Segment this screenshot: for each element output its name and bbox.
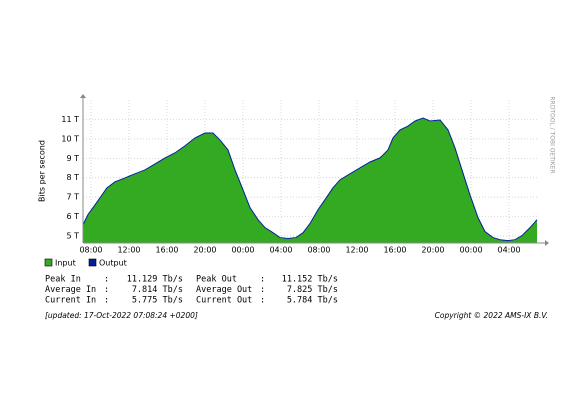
stat-sep: : [260,275,265,285]
stat-label: Peak In [45,275,81,285]
y-tick-label: 7 T [66,193,79,202]
x-tick-label: 16:00 [155,246,178,255]
stat-sep: : [260,296,265,306]
x-tick-label: 00:00 [231,246,254,255]
y-tick-label: 5 T [66,232,79,241]
x-tick-label: 08:00 [79,246,102,255]
stat-label: Current In [45,296,96,306]
stat-value: 11.129 Tb/s [127,275,183,285]
x-tick-label: 00:00 [459,246,482,255]
updated: [updated: 17-Oct-2022 07:08:24 +0200] [45,311,198,320]
side-note: RRDTOOL / TOBI OETIKER [549,96,556,173]
y-tick-label: 11 T [61,115,79,124]
stat-value: 11.152 Tb/s [282,275,338,285]
x-tick-label: 04:00 [269,246,292,255]
x-tick-label: 20:00 [193,246,216,255]
stat-value: 7.825 Tb/s [287,285,338,295]
stat-sep: : [104,285,109,295]
stat-label: Average In [45,285,96,295]
legend-label: Input [55,259,76,268]
stat-value: 5.784 Tb/s [287,296,338,306]
y-tick-label: 10 T [61,134,79,143]
x-tick-label: 04:00 [497,246,520,255]
x-tick-label: 16:00 [383,246,406,255]
x-arrow [545,240,549,246]
copyright: Copyright © 2022 AMS-IX B.V. [435,311,548,320]
output-line [82,117,538,242]
stat-sep: : [260,285,265,295]
x-tick-label: 08:00 [307,246,330,255]
stat-sep: : [104,275,109,285]
legend-swatch [88,258,97,267]
y-tick-label: 8 T [66,173,79,182]
legend-label: Output [99,259,127,268]
stat-value: 7.814 Tb/s [132,285,183,295]
stat-sep: : [104,296,109,306]
y-axis-label: Bits per second [38,140,47,202]
x-tick-label: 12:00 [345,246,368,255]
y-tick-label: 9 T [66,154,79,163]
y-arrow [80,94,86,98]
stat-label: Peak Out [196,275,237,285]
legend-swatch [44,258,53,267]
input-area [83,118,538,243]
x-tick-label: 12:00 [117,246,140,255]
x-tick-label: 20:00 [421,246,444,255]
y-tick-label: 6 T [66,212,79,221]
stat-label: Current Out [196,296,252,306]
stat-label: Average Out [196,285,252,295]
stat-value: 5.775 Tb/s [132,296,183,306]
